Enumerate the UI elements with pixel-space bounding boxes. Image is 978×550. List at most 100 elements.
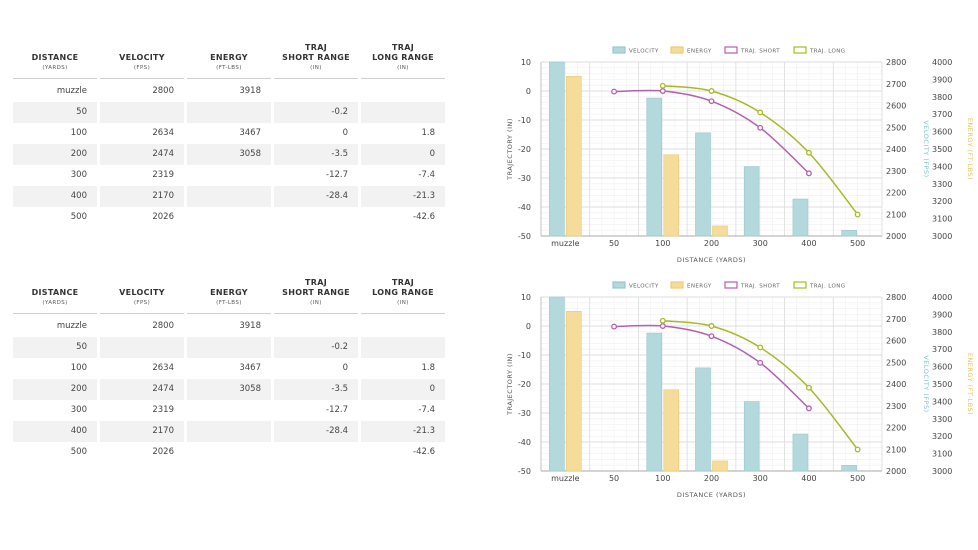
header-energy: ENERGY (FT-LBS)	[187, 43, 271, 79]
traj-long-point	[757, 109, 764, 116]
legend-swatch	[724, 46, 738, 54]
cell-velocity: 2800	[152, 321, 174, 331]
cell-energy: 3918	[239, 321, 261, 331]
cell-velocity: 2800	[152, 86, 174, 96]
x-tick-label: 500	[850, 239, 865, 248]
y-left-tick-label: 0	[526, 322, 531, 331]
cell-traj-long: -21.3	[361, 186, 445, 207]
y-velocity-tick-label: 2000	[886, 232, 906, 241]
energy-bar	[566, 75, 582, 237]
legend-swatch	[793, 281, 807, 289]
legend-swatch	[670, 46, 684, 54]
cell-traj-long: 0	[361, 144, 445, 165]
y-velocity-tick-label: 2600	[886, 337, 906, 346]
y-left-tick-label: -40	[518, 438, 531, 447]
y-velocity-tick-label: 2200	[886, 189, 906, 198]
cell-velocity: 2634	[152, 363, 174, 373]
legend-label: ENERGY	[687, 49, 712, 55]
y-velocity-tick-label: 2300	[886, 167, 906, 176]
legend-label: ENERGY	[687, 284, 712, 290]
cell-distance: muzzle	[56, 321, 87, 331]
traj-short-point	[757, 124, 764, 131]
traj-long-point	[854, 211, 861, 218]
traj-long-point	[805, 384, 812, 391]
y-energy-tick-label: 3700	[932, 345, 952, 354]
cell-traj-long	[361, 102, 445, 123]
y-left-tick-label: 0	[526, 87, 531, 96]
cell-energy: 3058	[187, 379, 271, 400]
header-energy: ENERGY (FT-LBS)	[187, 278, 271, 314]
x-tick-label: 100	[655, 474, 670, 483]
cell-traj-short: 0	[342, 363, 348, 373]
y-energy-tick-label: 3300	[932, 180, 952, 189]
cell-traj-short	[274, 81, 358, 102]
traj-short-point	[708, 333, 715, 340]
traj-long-point	[805, 149, 812, 156]
velocity-bar	[695, 367, 711, 472]
y-energy-tick-label: 3400	[932, 397, 952, 406]
y-energy-tick-label: 3200	[932, 197, 952, 206]
table-row: 50 -0.2	[13, 337, 445, 358]
cell-traj-short: -28.4	[274, 421, 358, 442]
cell-traj-long	[361, 337, 445, 358]
y-velocity-tick-label: 2800	[886, 58, 906, 67]
velocity-bar	[841, 230, 857, 237]
y-velocity-tick-label: 2100	[886, 210, 906, 219]
y-energy-tick-label: 3700	[932, 110, 952, 119]
cell-distance: 300	[70, 170, 87, 180]
y-left-tick-label: -50	[518, 232, 531, 241]
cell-velocity: 2026	[152, 447, 174, 457]
cell-distance: muzzle	[56, 86, 87, 96]
header-traj-long: TRAJ LONG RANGE (IN)	[361, 278, 445, 314]
header-distance: DISTANCE (YARDS)	[13, 43, 97, 79]
y-velocity-axis-title: VELOCITY (FPS)	[922, 120, 930, 177]
cell-distance: 400	[13, 186, 97, 207]
y-velocity-tick-label: 2500	[886, 123, 906, 132]
x-axis-title: DISTANCE (YARDS)	[677, 256, 746, 264]
cell-energy	[187, 102, 271, 123]
y-energy-tick-label: 3000	[932, 467, 952, 476]
legend-label: TRAJ. SHORT	[740, 49, 780, 55]
cell-traj-long: -42.6	[413, 447, 435, 457]
cell-energy: 3058	[187, 144, 271, 165]
cell-velocity	[100, 102, 184, 123]
legend-swatch	[724, 281, 738, 289]
velocity-bar	[646, 332, 663, 472]
header-velocity: VELOCITY (FPS)	[100, 278, 184, 314]
y-left-tick-label: -20	[518, 380, 531, 389]
y-left-tick-label: -50	[518, 467, 531, 476]
header-distance: DISTANCE (YARDS)	[13, 278, 97, 314]
y-left-tick-label: -10	[518, 116, 531, 125]
y-energy-tick-label: 3000	[932, 232, 952, 241]
cell-energy	[187, 421, 271, 442]
energy-bar	[566, 310, 582, 472]
traj-short-point	[659, 323, 666, 329]
traj-short-point	[611, 88, 618, 95]
traj-long-point	[659, 82, 666, 89]
y-energy-tick-label: 3800	[932, 328, 952, 337]
cell-traj-short: -3.5	[274, 379, 358, 400]
table-row: 50 -0.2	[13, 102, 445, 123]
y-energy-tick-label: 3300	[932, 415, 952, 424]
velocity-bar	[549, 296, 565, 472]
y-velocity-tick-label: 2700	[886, 315, 906, 324]
legend-label: VELOCITY	[629, 49, 659, 55]
traj-short-point	[805, 170, 812, 177]
y-velocity-tick-label: 2100	[886, 445, 906, 454]
y-velocity-axis-title: VELOCITY (FPS)	[922, 355, 930, 412]
y-left-axis-title: TRAJECTORY (IN)	[506, 353, 514, 416]
legend-label: TRAJ. LONG	[809, 49, 845, 55]
y-left-tick-label: 10	[521, 58, 531, 67]
cell-traj-long: -21.3	[361, 421, 445, 442]
traj-long-point	[757, 344, 764, 351]
x-tick-label: muzzle	[551, 239, 579, 248]
y-velocity-tick-label: 2800	[886, 293, 906, 302]
energy-bar	[712, 225, 728, 237]
y-energy-axis-title: ENERGY (FT-LBS)	[966, 353, 974, 415]
cell-traj-long: -42.6	[413, 212, 435, 222]
header-traj-short: TRAJ SHORT RANGE (IN)	[274, 43, 358, 79]
cell-velocity: 2026	[152, 212, 174, 222]
x-tick-label: muzzle	[551, 474, 579, 483]
y-energy-tick-label: 4000	[932, 58, 952, 67]
cell-energy	[187, 400, 271, 421]
